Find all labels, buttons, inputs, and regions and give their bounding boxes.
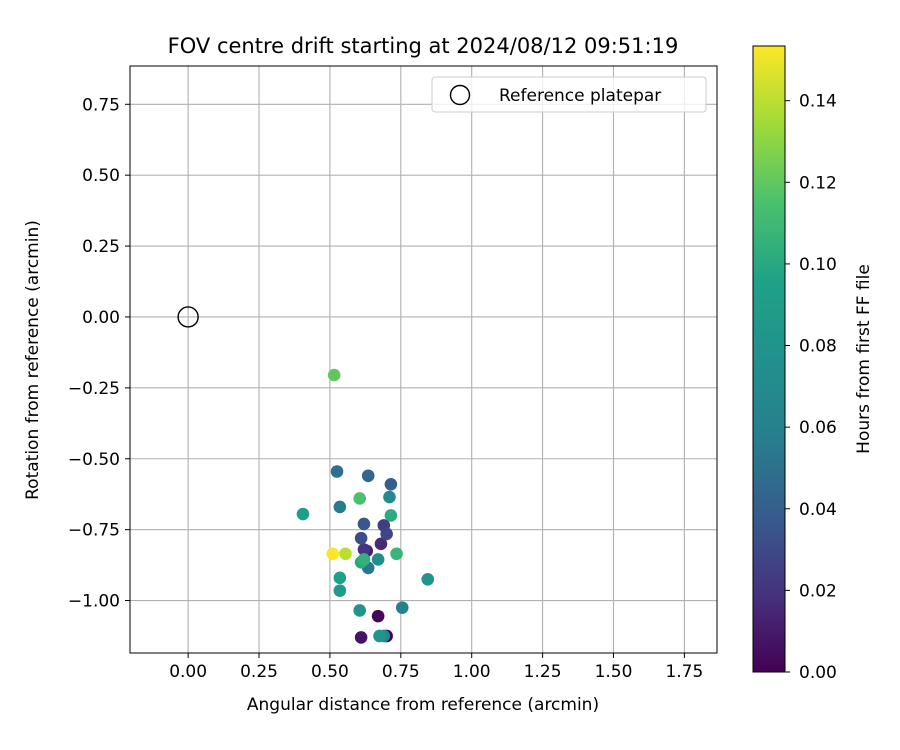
y-tick-label: −0.25 xyxy=(68,379,120,399)
data-point xyxy=(383,490,396,504)
colorbar-tick-label: 0.02 xyxy=(799,581,837,601)
x-axis: 0.00 0.25 0.50 0.75 1.00 1.25 1.50 1.75 xyxy=(169,653,703,682)
data-point xyxy=(333,500,347,514)
data-point xyxy=(395,601,409,614)
data-point xyxy=(339,547,352,561)
y-gridlines xyxy=(130,103,717,602)
colorbar-label: Hours from first FF file xyxy=(854,264,874,454)
data-point xyxy=(371,609,385,623)
plot-frame xyxy=(129,65,718,654)
data-point xyxy=(330,465,344,478)
y-axis: −1.00 −0.75 −0.50 −0.25 0.00 0.25 0.50 0.75 xyxy=(68,95,130,612)
y-tick-label: 0.25 xyxy=(82,237,120,257)
x-axis-label: Angular distance from reference (arcmin) xyxy=(247,695,599,715)
data-point xyxy=(354,631,368,644)
x-tick-label: 1.75 xyxy=(665,662,703,682)
colorbar-ticks: 0.00 0.02 0.04 0.06 0.08 0.10 0.12 0.14 xyxy=(785,92,837,683)
data-point xyxy=(357,553,371,566)
data-point xyxy=(374,537,388,551)
colorbar-tick-label: 0.08 xyxy=(799,337,837,357)
data-point xyxy=(384,477,398,491)
data-point xyxy=(296,507,310,521)
x-gridlines xyxy=(187,66,685,653)
scatter-points xyxy=(296,368,435,644)
colorbar-tick-label: 0.14 xyxy=(799,92,837,112)
data-point xyxy=(327,368,341,382)
data-point xyxy=(357,517,371,531)
data-point xyxy=(326,547,340,561)
colorbar-tick-label: 0.06 xyxy=(799,418,837,438)
data-point xyxy=(353,492,366,505)
y-tick-label: −0.50 xyxy=(68,450,120,470)
data-point xyxy=(353,604,366,617)
data-point xyxy=(390,547,403,561)
x-tick-label: 1.00 xyxy=(453,662,491,682)
legend-label: Reference platepar xyxy=(499,86,661,106)
data-point xyxy=(354,531,368,545)
plot-background xyxy=(130,66,717,653)
data-point xyxy=(384,509,398,522)
y-tick-label: 0.50 xyxy=(82,166,120,186)
plot-area xyxy=(129,65,718,654)
colorbar-gradient xyxy=(752,45,786,673)
colorbar-tick-label: 0.00 xyxy=(799,663,837,683)
colorbar-tick-label: 0.10 xyxy=(799,255,837,275)
reference-marker-group xyxy=(177,306,199,328)
data-point xyxy=(373,629,386,643)
data-point xyxy=(380,527,393,541)
reference-platepar-marker xyxy=(177,306,199,328)
x-tick-label: 0.25 xyxy=(240,662,278,682)
data-point xyxy=(361,469,375,483)
y-tick-label: 0.75 xyxy=(82,95,120,115)
x-tick-label: 0.00 xyxy=(169,662,207,682)
data-point xyxy=(357,543,371,556)
colorbar: 0.00 0.02 0.04 0.06 0.08 0.10 0.12 0.14 Hours f… xyxy=(752,45,874,683)
legend-marker-icon xyxy=(449,84,471,106)
legend-box xyxy=(431,76,707,113)
y-tick-label: −0.75 xyxy=(68,521,120,541)
data-point xyxy=(371,553,385,566)
x-tick-label: 0.75 xyxy=(382,662,420,682)
x-tick-label: 0.50 xyxy=(311,662,349,682)
y-tick-label: 0.00 xyxy=(82,308,120,328)
legend: Reference platepar xyxy=(431,76,707,113)
colorbar-tick-label: 0.04 xyxy=(799,500,837,520)
data-point xyxy=(333,584,347,597)
x-tick-label: 1.50 xyxy=(595,662,633,682)
y-axis-label: Rotation from reference (arcmin) xyxy=(23,220,43,500)
chart-title: FOV centre drift starting at 2024/08/12 … xyxy=(168,34,679,58)
y-tick-label: −1.00 xyxy=(68,592,120,612)
x-tick-label: 1.25 xyxy=(524,662,562,682)
data-point xyxy=(333,571,347,585)
data-point xyxy=(421,572,435,586)
colorbar-tick-label: 0.12 xyxy=(799,173,837,193)
